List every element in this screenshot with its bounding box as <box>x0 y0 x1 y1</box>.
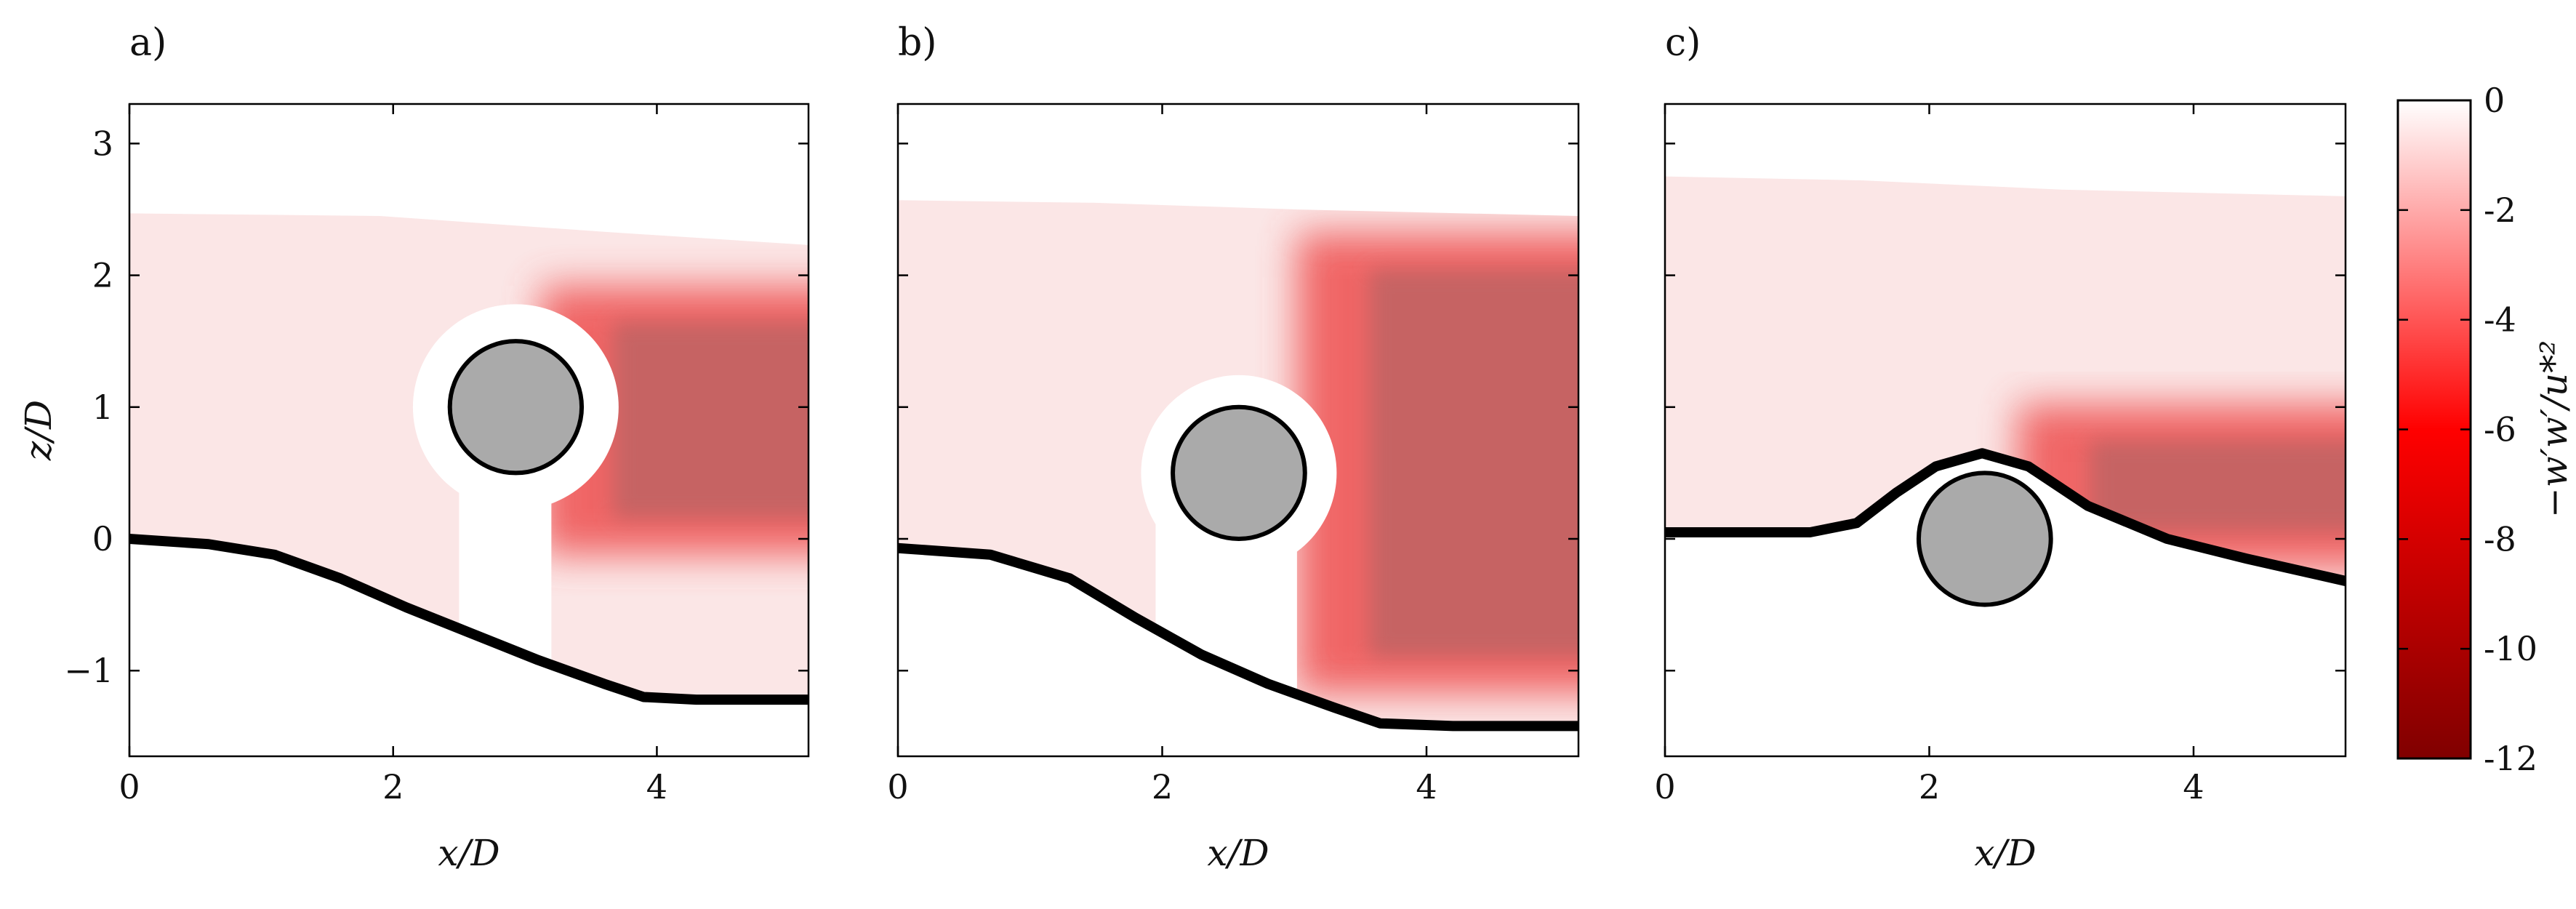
colorbar-label: −w′w′/u*² <box>2533 340 2575 518</box>
x-tick-label: 2 <box>1152 767 1173 806</box>
colorbar: 0 -2 -4 -6 -8 -10 -12 −w′w′/u*² <box>2396 81 2575 778</box>
axes-frame <box>896 103 1580 758</box>
colorbar-tick-label: -8 <box>2484 519 2516 558</box>
bed-profile-line <box>129 534 808 705</box>
colorbar-ticks: 0 -2 -4 -6 -8 -10 -12 <box>2398 81 2537 778</box>
axes-frame <box>1664 103 2347 758</box>
x-axis-label: x/D <box>1974 832 2036 874</box>
x-axis-label: x/D <box>438 832 499 874</box>
colorbar-tick-label: -4 <box>2484 300 2516 340</box>
y-tick-label: 3 <box>92 124 113 163</box>
panel-label: a) <box>129 21 166 65</box>
cylinder <box>1916 470 2053 607</box>
x-tick-label: 0 <box>887 767 908 806</box>
panel-3: 0 2 4 x/D c) <box>1654 21 2347 874</box>
cylinder <box>1171 404 1307 541</box>
cylinder <box>447 339 585 476</box>
bed-profile-line <box>1665 448 2346 586</box>
x-tick-label: 2 <box>382 767 404 806</box>
stress-field <box>1665 176 2346 581</box>
panel-1: 0 2 4 −1 0 1 2 3 x/D z/D a) <box>17 21 810 874</box>
y-tick-label: 1 <box>92 388 113 427</box>
x-tick-label: 2 <box>1919 767 1940 806</box>
axes-frame <box>128 103 810 758</box>
y-axis-label: z/D <box>17 400 60 461</box>
colorbar-tick-label: -12 <box>2484 739 2537 778</box>
y-tick-label: −1 <box>64 651 113 690</box>
x-tick-label: 4 <box>2183 767 2204 806</box>
x-tick-label: 4 <box>1416 767 1437 806</box>
x-tick-label: 4 <box>646 767 667 806</box>
colorbar-gradient <box>2396 99 2472 760</box>
x-tick-label: 0 <box>1654 767 1675 806</box>
wake-core <box>1369 269 1578 657</box>
panels: 0 2 4 −1 0 1 2 3 x/D z/D a) 0 2 4 x/D b) 0 2 4 x/D c) <box>17 21 2347 874</box>
x-axis-label: x/D <box>1207 832 1269 874</box>
wake-core <box>613 321 808 518</box>
colorbar-tick-label: -6 <box>2484 410 2516 449</box>
y-tick-label: 0 <box>92 519 113 558</box>
panel-label: b) <box>898 21 937 65</box>
colorbar-tick-label: -2 <box>2484 191 2516 230</box>
panel-2: 0 2 4 x/D b) <box>887 21 1580 874</box>
panel-label: c) <box>1665 21 1701 65</box>
wake-core <box>2090 441 2346 532</box>
x-tick-label: 0 <box>119 767 140 806</box>
colorbar-tick-label: 0 <box>2484 81 2505 120</box>
y-tick-label: 2 <box>92 256 113 295</box>
bed-profile-line <box>898 542 1578 732</box>
colorbar-tick-label: -10 <box>2484 629 2537 668</box>
